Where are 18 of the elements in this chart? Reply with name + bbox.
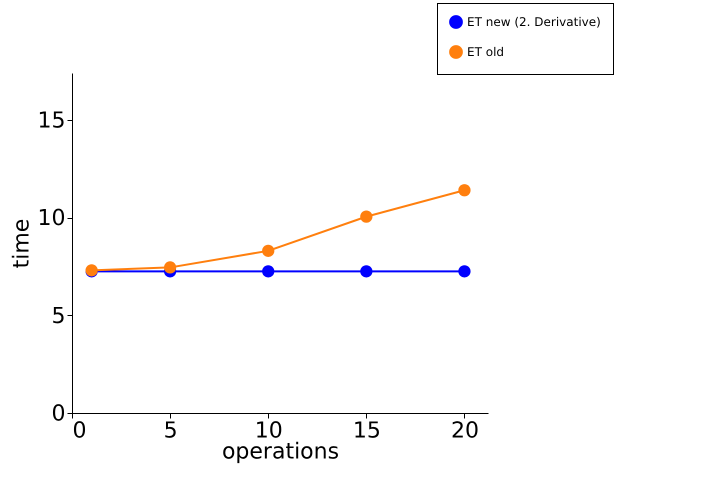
point <box>262 265 274 278</box>
y-tick-label: 15 <box>38 108 66 134</box>
x-tick-label: 20 <box>450 418 479 444</box>
point <box>458 265 471 278</box>
point <box>458 184 471 196</box>
legend-label: ET new (2. Derivative) <box>467 15 601 29</box>
y-axis-title: time <box>10 218 35 268</box>
point <box>360 265 372 278</box>
point <box>360 210 372 223</box>
x-tick-label: 5 <box>164 418 178 444</box>
x-tick-label: 0 <box>72 418 86 444</box>
x-tick-label: 15 <box>352 418 381 444</box>
point <box>262 244 274 257</box>
y-tick-label: 0 <box>52 402 66 426</box>
y-tick-label: 10 <box>38 206 66 232</box>
legend-label: ET old <box>467 45 504 59</box>
point <box>164 261 176 274</box>
y-tick-label: 5 <box>52 304 66 329</box>
